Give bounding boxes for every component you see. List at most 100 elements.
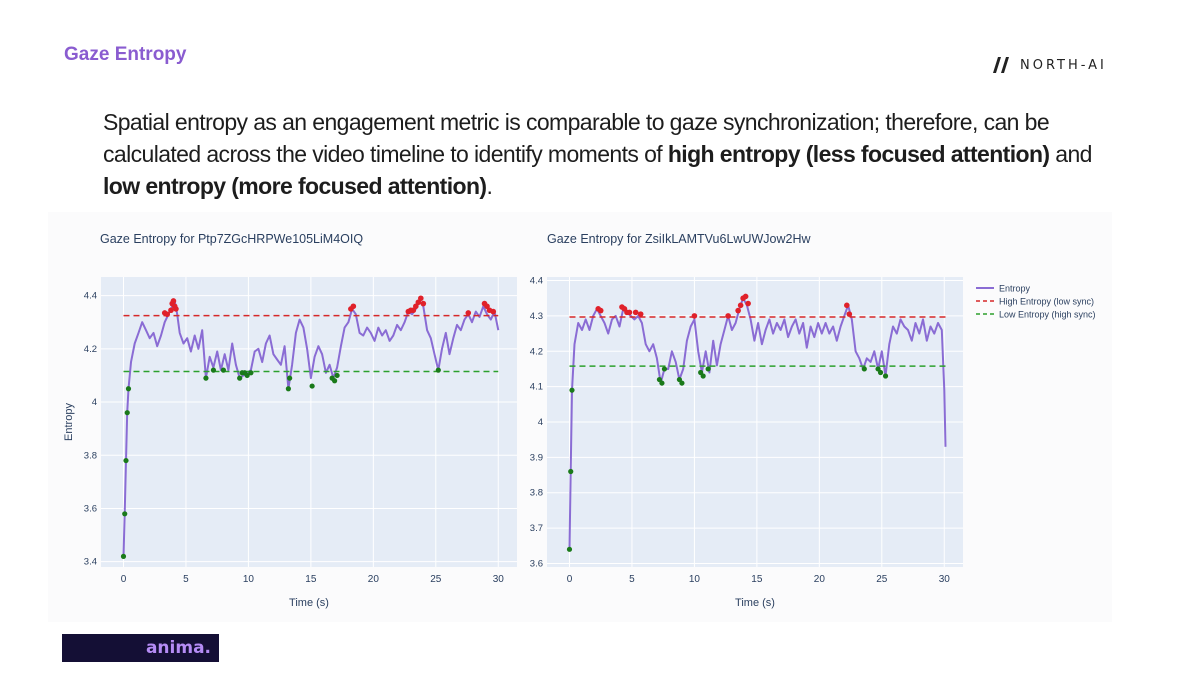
chart1-low-entropy-marker — [123, 457, 129, 464]
chart1-high-entropy-marker — [410, 307, 417, 314]
chart1-y-tick-label: 3.6 — [84, 503, 97, 514]
chart2-low-entropy-marker — [877, 369, 884, 376]
chart1-y-tick-label: 4.2 — [84, 344, 97, 355]
chart1-low-entropy-marker — [244, 372, 250, 379]
chart1-x-tick-label: 10 — [243, 574, 255, 585]
chart1-high-entropy-marker — [168, 307, 174, 314]
intro-bold-low-entropy: low entropy (more focused attention) — [103, 173, 487, 199]
chart1-y-tick-label: 3.8 — [84, 450, 97, 461]
chart2-low-entropy-marker — [700, 373, 706, 379]
chart1-x-tick-label: 30 — [493, 574, 505, 585]
chart2-high-entropy-marker — [691, 313, 698, 319]
chart1-x-tick-label: 0 — [121, 574, 127, 585]
chart1-high-entropy-marker — [350, 303, 357, 310]
chart1-low-entropy-marker — [122, 511, 128, 517]
chart1-low-entropy-marker — [248, 370, 254, 376]
chart2-y-tick-label: 4.1 — [530, 382, 543, 393]
chart1-high-entropy-marker — [465, 310, 472, 316]
chart2-high-entropy-marker — [725, 313, 731, 319]
chart2-x-tick-label: 30 — [939, 574, 951, 585]
chart1-low-entropy-marker — [435, 367, 441, 373]
intro-paragraph: Spatial entropy as an engagement metric … — [103, 106, 1093, 202]
chart2-high-entropy-marker — [745, 300, 751, 307]
chart2-high-entropy-marker — [637, 311, 644, 317]
chart2-high-entropy-marker — [632, 309, 639, 316]
intro-text-1: Spatial entropy as an engagement metric … — [103, 109, 1050, 167]
chart2-low-entropy-marker — [705, 366, 711, 372]
chart2-high-entropy-marker — [626, 309, 633, 316]
chart2-y-tick-label: 4.3 — [530, 311, 543, 322]
intro-text-3: . — [486, 173, 493, 199]
chart2-low-entropy-marker — [882, 373, 889, 379]
chart1-x-tick-label: 15 — [305, 574, 317, 585]
chart1-low-entropy-marker — [120, 553, 127, 559]
chart2-low-entropy-marker — [659, 380, 665, 386]
chart2-high-entropy-marker — [742, 293, 749, 300]
chart1-low-entropy-marker — [285, 386, 291, 392]
chart2-x-tick-label: 20 — [814, 574, 826, 585]
legend-low-label: Low Entropy (high sync) — [999, 310, 1096, 320]
chart1-x-tick-label: 5 — [183, 574, 189, 585]
intro-text-2: and — [1049, 141, 1092, 167]
chart1-high-entropy-marker — [490, 308, 497, 315]
chart1-high-entropy-marker — [418, 295, 424, 302]
intro-bold-high-entropy: high entropy (less focused attention) — [667, 141, 1050, 167]
chart1-low-entropy-marker — [334, 372, 340, 379]
chart2-x-tick-label: 0 — [567, 574, 573, 585]
chart2-x-tick-label: 25 — [876, 574, 888, 585]
chart1-low-entropy-marker — [287, 375, 293, 381]
chart1-low-entropy-marker — [124, 410, 130, 416]
north-ai-logo-icon — [993, 57, 1009, 73]
chart2-x-tick-label: 10 — [689, 574, 701, 585]
chart2-y-tick-label: 4 — [538, 417, 543, 428]
chart1-low-entropy-marker — [309, 383, 315, 389]
chart1-high-entropy-marker — [173, 306, 179, 312]
chart2-x-tick-label: 15 — [751, 574, 763, 585]
chart1-x-tick-label: 25 — [430, 574, 442, 585]
chart2-low-entropy-marker — [566, 546, 573, 552]
chart2-high-entropy-marker — [846, 311, 853, 317]
chart1-x-axis-label: Time (s) — [289, 597, 329, 609]
chart1-title: Gaze Entropy for Ptp7ZGcHRPWe105LiM4OIQ — [100, 232, 363, 246]
chart2-low-entropy-marker — [661, 366, 668, 372]
chart2-y-tick-label: 4.4 — [530, 276, 543, 287]
chart2-y-tick-label: 3.8 — [530, 488, 543, 499]
chart2-high-entropy-marker — [737, 302, 744, 309]
chart1-high-entropy-marker — [415, 299, 422, 306]
chart2-high-entropy-marker — [844, 302, 850, 309]
chart1-y-tick-label: 4 — [92, 397, 97, 408]
chart2-y-tick-label: 3.9 — [530, 452, 543, 463]
chart1-y-axis-label: Entropy — [63, 403, 75, 441]
legend-high-label: High Entropy (low sync) — [999, 297, 1094, 307]
chart2-low-entropy-marker — [861, 366, 867, 372]
chart2-low-entropy-marker — [679, 380, 685, 386]
chart1-low-entropy-marker — [125, 386, 132, 392]
chart1-y-tick-label: 4.4 — [84, 291, 97, 302]
chart1-low-entropy-marker — [332, 378, 338, 384]
chart1-plot-area — [101, 277, 517, 567]
anima-brand: anima. — [145, 638, 211, 658]
chart2-title: Gaze Entropy for ZsiIkLAMTVu6LwUWJow2Hw — [547, 232, 811, 246]
brand-name: NORTH-AI — [1020, 57, 1107, 73]
chart2-high-entropy-marker — [597, 307, 604, 314]
chart-panel: 0 5 10 15 20 25 30 3.4 3.6 3.8 4 4.2 4.4 Gaze Entropy… — [48, 212, 1112, 622]
chart1-high-entropy-marker — [484, 303, 490, 310]
north-ai-logo: NORTH-AI — [992, 56, 1107, 74]
chart2-low-entropy-marker — [569, 387, 575, 393]
chart1-low-entropy-marker — [220, 367, 227, 373]
chart1-y-tick-label: 3.4 — [84, 557, 97, 568]
chart2-low-entropy-marker — [568, 468, 574, 475]
chart2-y-tick-label: 3.6 — [530, 558, 543, 569]
anima-logo: anima. — [62, 634, 219, 662]
chart1-high-entropy-marker — [170, 298, 177, 304]
chart2-high-entropy-marker — [735, 307, 741, 314]
chart2-y-tick-label: 4.2 — [530, 346, 543, 357]
entropy-charts: 0 5 10 15 20 25 30 3.4 3.6 3.8 4 4.2 4.4 Gaze Entropy… — [63, 232, 1096, 609]
chart1-high-entropy-marker — [164, 311, 171, 318]
chart1-low-entropy-marker — [210, 367, 217, 373]
chart1-high-entropy-marker — [420, 300, 427, 307]
chart2-x-tick-label: 5 — [629, 574, 635, 585]
chart1-high-entropy-marker — [413, 303, 419, 310]
slide-title: Gaze Entropy — [64, 44, 187, 65]
chart1-x-tick-label: 20 — [368, 574, 380, 585]
